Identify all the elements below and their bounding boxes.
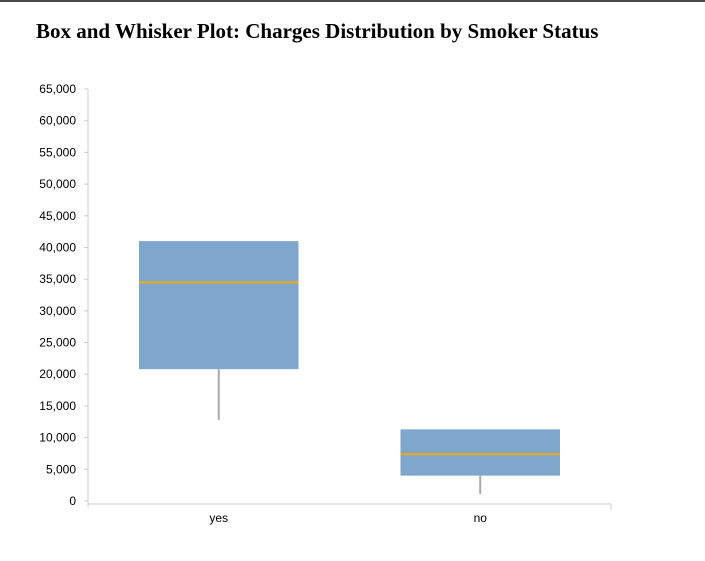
box-no (400, 429, 561, 495)
chart-title: Box and Whisker Plot: Charges Distributi… (36, 19, 599, 43)
y-tick-label: 30,000 (39, 304, 76, 318)
y-tick-label: 45,000 (39, 209, 76, 223)
top-rule (0, 0, 705, 2)
x-axis: yes no (88, 503, 612, 525)
y-tick-label: 0 (69, 494, 76, 508)
y-tick-label: 20,000 (39, 367, 76, 381)
y-tick-label: 55,000 (39, 145, 76, 159)
box-yes (138, 241, 299, 420)
y-tick-label: 10,000 (39, 431, 76, 445)
y-tick-label: 25,000 (39, 336, 76, 350)
y-axis: 0 5,000 10,000 15,000 20,000 25,000 30,000 35,0… (39, 82, 89, 508)
y-tick-label: 60,000 (39, 114, 76, 128)
iqr-box-no (400, 429, 561, 476)
boxes (138, 241, 561, 495)
y-tick-label: 35,000 (39, 272, 76, 286)
y-tick-label: 5,000 (46, 462, 76, 476)
y-tick-label: 40,000 (39, 240, 76, 254)
y-tick-label: 15,000 (39, 399, 76, 413)
y-tick-label: 65,000 (39, 82, 76, 96)
x-tick-label-yes: yes (209, 511, 228, 525)
iqr-box-yes (138, 241, 299, 370)
x-tick-label-no: no (474, 511, 488, 525)
y-tick-label: 50,000 (39, 177, 76, 191)
